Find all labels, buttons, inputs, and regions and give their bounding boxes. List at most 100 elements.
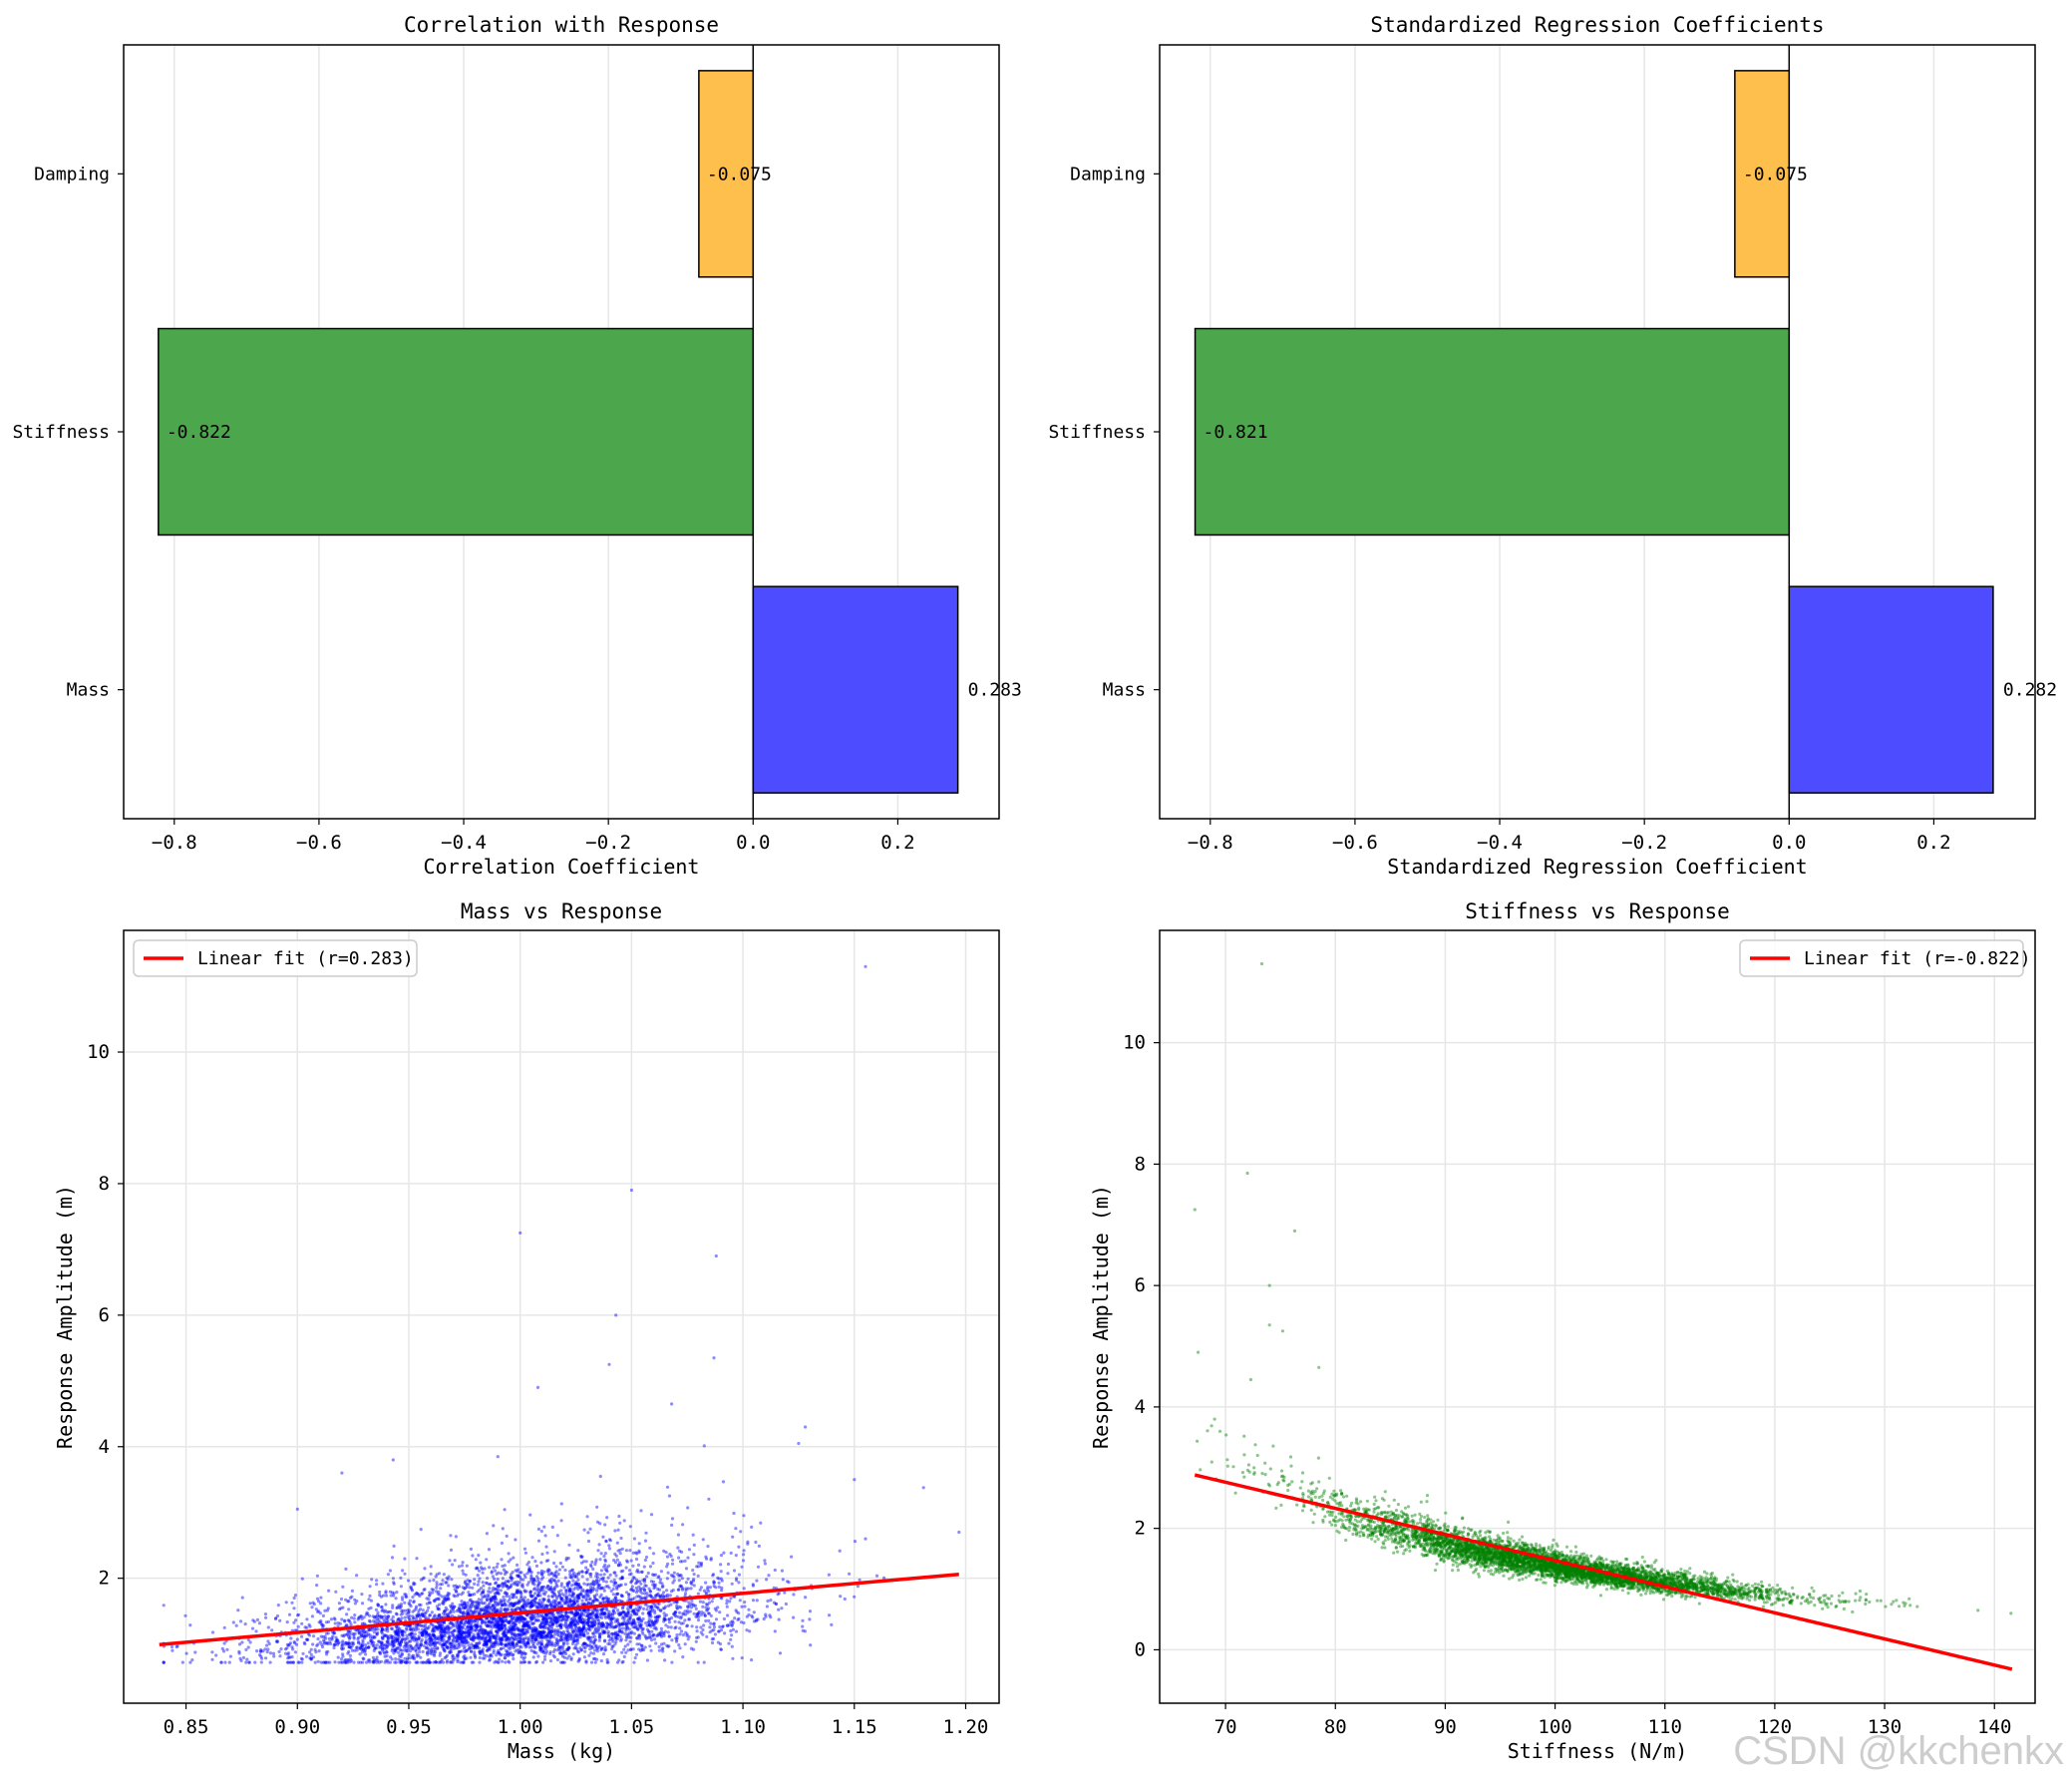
data-point	[584, 1627, 588, 1631]
data-point	[415, 1640, 419, 1644]
data-point	[675, 1601, 679, 1604]
data-point	[624, 1566, 628, 1570]
data-point	[425, 1602, 429, 1605]
data-point	[536, 1527, 541, 1531]
data-point	[494, 1620, 498, 1624]
data-point	[581, 1560, 586, 1564]
data-point	[375, 1579, 379, 1583]
data-point	[473, 1654, 478, 1658]
data-point	[553, 1602, 557, 1606]
data-point	[571, 1573, 575, 1577]
data-point	[717, 1581, 721, 1585]
data-point	[228, 1654, 232, 1658]
data-point	[431, 1641, 435, 1645]
data-point	[578, 1618, 583, 1622]
data-point	[494, 1634, 498, 1638]
data-point	[668, 1594, 672, 1598]
data-point	[518, 1606, 522, 1610]
data-point	[639, 1582, 643, 1586]
data-point	[576, 1549, 580, 1553]
data-point	[661, 1646, 665, 1650]
data-point	[611, 1599, 615, 1602]
data-point	[461, 1636, 465, 1640]
data-point	[619, 1570, 623, 1574]
data-point	[484, 1616, 488, 1620]
data-point	[407, 1632, 412, 1636]
data-point	[759, 1521, 763, 1525]
data-point	[383, 1620, 387, 1624]
data-point	[332, 1645, 336, 1650]
data-point	[518, 1616, 521, 1620]
data-point	[584, 1614, 588, 1618]
data-point	[363, 1648, 367, 1653]
data-point	[437, 1627, 442, 1632]
data-point	[590, 1622, 594, 1626]
data-point	[499, 1647, 503, 1651]
data-point	[496, 1590, 500, 1594]
data-point	[375, 1616, 379, 1620]
data-point	[534, 1604, 538, 1609]
data-point	[496, 1601, 501, 1604]
data-point	[529, 1648, 533, 1652]
data-point	[558, 1650, 562, 1654]
data-point	[476, 1631, 480, 1636]
data-point	[523, 1575, 527, 1580]
data-point	[714, 1608, 719, 1612]
data-point	[522, 1636, 527, 1640]
data-point	[565, 1637, 569, 1641]
data-point	[577, 1593, 581, 1598]
data-point	[348, 1653, 352, 1657]
data-point	[475, 1624, 480, 1628]
data-point	[694, 1614, 698, 1618]
data-point	[643, 1633, 647, 1637]
data-point	[828, 1613, 832, 1617]
data-point	[549, 1590, 553, 1594]
data-point	[364, 1645, 368, 1649]
data-point	[642, 1648, 646, 1652]
data-point	[324, 1660, 328, 1664]
data-point	[283, 1647, 288, 1651]
data-point	[385, 1610, 390, 1614]
data-point	[607, 1564, 611, 1568]
data-point	[378, 1590, 382, 1595]
data-point	[633, 1656, 637, 1660]
data-point	[555, 1648, 559, 1652]
data-point	[326, 1641, 330, 1646]
data-point	[787, 1581, 791, 1585]
data-point	[731, 1656, 735, 1660]
data-point	[375, 1631, 379, 1636]
data-point	[712, 1622, 716, 1626]
data-point	[416, 1623, 421, 1627]
data-point	[439, 1630, 443, 1634]
data-point	[601, 1597, 605, 1601]
data-point	[537, 1624, 541, 1628]
data-point	[510, 1616, 514, 1620]
data-point	[396, 1639, 400, 1643]
data-point	[677, 1620, 681, 1624]
data-point	[363, 1633, 367, 1638]
data-point	[656, 1633, 660, 1637]
data-point	[591, 1623, 595, 1628]
data-point	[623, 1612, 627, 1616]
data-point	[582, 1625, 586, 1629]
data-point	[528, 1570, 532, 1574]
data-point	[742, 1549, 746, 1553]
data-point	[388, 1590, 392, 1594]
data-point	[707, 1606, 711, 1610]
data-point	[571, 1639, 575, 1643]
data-point	[574, 1610, 578, 1614]
data-point	[504, 1582, 508, 1586]
data-point	[550, 1643, 554, 1647]
data-point	[538, 1630, 543, 1634]
data-point	[591, 1610, 595, 1614]
data-point	[503, 1508, 507, 1512]
data-point	[552, 1592, 557, 1597]
data-point	[531, 1643, 535, 1647]
data-point	[550, 1525, 554, 1529]
data-point	[416, 1660, 420, 1664]
data-point	[517, 1640, 521, 1644]
data-point	[637, 1647, 641, 1651]
data-point	[614, 1581, 618, 1585]
value-label: 0.282	[2003, 680, 2057, 701]
data-point	[345, 1612, 349, 1616]
